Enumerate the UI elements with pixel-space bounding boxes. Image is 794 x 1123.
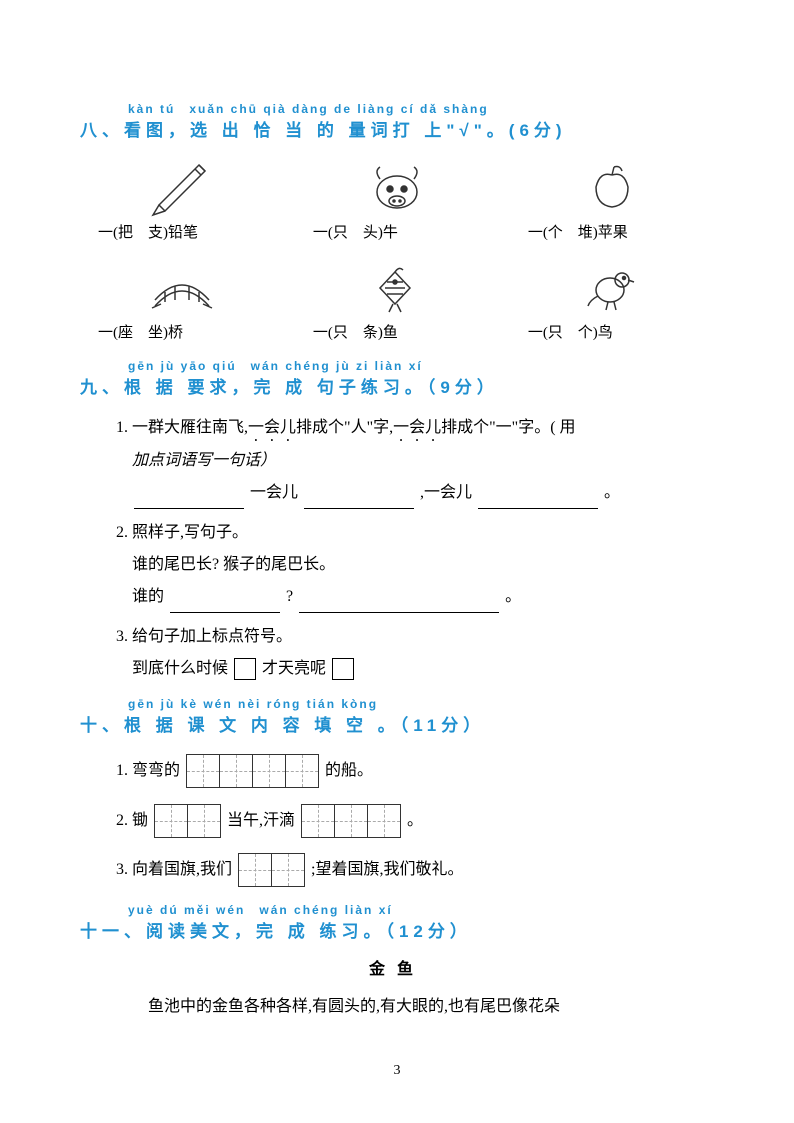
text: 给句子加上标点符号。 (132, 628, 292, 645)
bridge-icon (90, 255, 274, 320)
fill: ,一会儿 (420, 484, 472, 501)
num: 3. (116, 861, 128, 878)
post: ;望着国旗,我们敬礼。 (311, 861, 463, 878)
title: 九、根 据 要求，完 成 句子练习。（9分） (80, 373, 714, 404)
pencil-icon (90, 155, 274, 220)
tian-grid[interactable] (301, 804, 401, 838)
caption: 一(把 支)铅笔 (90, 220, 274, 247)
section-9-header: gēn jù yāo qiú wán chéng jù zi liàn xí 九… (80, 359, 714, 404)
q10-3: 3. 向着国旗,我们 ;望着国旗,我们敬礼。 (80, 849, 714, 891)
post: 。 (407, 812, 423, 829)
example: 谁的尾巴长? 猴子的尾巴长。 (116, 556, 335, 573)
cow-icon (305, 155, 489, 220)
fill: 一会儿 (250, 484, 298, 501)
q10-2: 2. 锄 当午,汗滴 。 (80, 800, 714, 842)
page-number: 3 (0, 1058, 794, 1083)
reading-text: 鱼池中的金鱼各种各样,有圆头的,有大眼的,也有尾巴像花朵 (80, 991, 714, 1023)
blank[interactable] (299, 593, 499, 613)
caption: 一(只 个)鸟 (520, 320, 704, 347)
bird-icon (520, 255, 704, 320)
pre: 弯弯的 (132, 762, 180, 779)
text: 一群大雁往南飞, (132, 419, 248, 436)
dotted: 一会儿 (248, 419, 296, 436)
dotted: 一会儿 (393, 419, 441, 436)
tian-grid[interactable] (238, 853, 305, 887)
note: 加点词语写一句话） (116, 452, 276, 469)
pinyin: yuè dú měi wén wán chéng liàn xí (128, 903, 714, 917)
q9-1: 1. 一群大雁往南飞,一会儿排成个"人"字,一会儿排成个"一"字。( 用 加点词… (80, 412, 714, 509)
punct-box[interactable] (234, 658, 256, 680)
section-8-header: kàn tú xuǎn chū qià dàng de liàng cí dǎ … (80, 102, 714, 147)
tian-grid[interactable] (154, 804, 221, 838)
text: 照样子,写句子。 (132, 524, 248, 541)
item-bird: 一(只 个)鸟 (520, 255, 704, 347)
blank[interactable] (134, 489, 244, 509)
num: 1. (116, 419, 128, 436)
num: 3. (116, 628, 128, 645)
section-10-header: gēn jù kè wén nèi róng tián kòng 十、根 据 课… (80, 697, 714, 742)
caption: 一(座 坐)桥 (90, 320, 274, 347)
pinyin: kàn tú xuǎn chū qià dàng de liàng cí dǎ … (128, 102, 714, 116)
end: 。 (604, 484, 620, 501)
fish-icon (305, 255, 489, 320)
caption: 一(只 头)牛 (305, 220, 489, 247)
end: 。 (505, 588, 521, 605)
blank[interactable] (170, 593, 280, 613)
num: 1. (116, 762, 128, 779)
blank[interactable] (304, 489, 414, 509)
blank[interactable] (478, 489, 598, 509)
post: 的船。 (325, 762, 373, 779)
text: 排成个"一"字。( 用 (441, 419, 575, 436)
apple-icon (520, 155, 704, 220)
image-row-1: 一(把 支)铅笔 一(只 头)牛 一(个 堆)苹果 (80, 155, 714, 247)
section-11-header: yuè dú měi wén wán chéng liàn xí 十一、阅读美文… (80, 903, 714, 948)
pinyin: gēn jù yāo qiú wán chéng jù zi liàn xí (128, 359, 714, 373)
q9-3: 3. 给句子加上标点符号。 到底什么时候 才天亮呢 (80, 621, 714, 685)
image-row-2: 一(座 坐)桥 一(只 条)鱼 一(只 个)鸟 (80, 255, 714, 347)
pinyin: gēn jù kè wén nèi róng tián kòng (128, 697, 714, 711)
item-apple: 一(个 堆)苹果 (520, 155, 704, 247)
mid: 当午,汗滴 (227, 812, 295, 829)
tian-grid[interactable] (186, 754, 319, 788)
text: 排成个"人"字, (296, 419, 393, 436)
p2: 才天亮呢 (262, 660, 326, 677)
start: 谁的 (132, 588, 164, 605)
caption: 一(只 条)鱼 (305, 320, 489, 347)
q10-1: 1. 弯弯的 的船。 (80, 750, 714, 792)
reading-title: 金鱼 (80, 956, 714, 985)
pre: 锄 (132, 812, 148, 829)
item-cow: 一(只 头)牛 (305, 155, 489, 247)
p1: 到底什么时候 (132, 660, 228, 677)
punct-box[interactable] (332, 658, 354, 680)
item-pencil: 一(把 支)铅笔 (90, 155, 274, 247)
caption: 一(个 堆)苹果 (520, 220, 704, 247)
title: 十、根 据 课 文 内 容 填 空 。（11分） (80, 711, 714, 742)
item-fish: 一(只 条)鱼 (305, 255, 489, 347)
num: 2. (116, 524, 128, 541)
pre: 向着国旗,我们 (132, 861, 232, 878)
num: 2. (116, 812, 128, 829)
title: 十一、阅读美文，完 成 练习。（12分） (80, 917, 714, 948)
q9-2: 2. 照样子,写句子。 谁的尾巴长? 猴子的尾巴长。 谁的 ? 。 (80, 517, 714, 613)
title: 八、看图，选 出 恰 当 的 量词打 上"√"。(6分) (80, 116, 714, 147)
mid: ? (286, 588, 293, 605)
item-bridge: 一(座 坐)桥 (90, 255, 274, 347)
